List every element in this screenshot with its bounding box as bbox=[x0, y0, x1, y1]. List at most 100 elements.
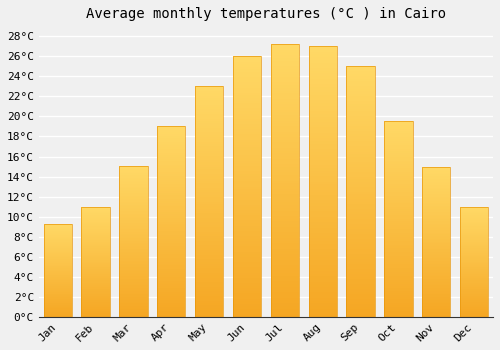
Bar bbox=[195, 236, 224, 238]
Bar bbox=[422, 192, 450, 194]
Bar bbox=[157, 229, 186, 231]
Bar bbox=[195, 292, 224, 294]
Bar bbox=[460, 225, 488, 226]
Bar bbox=[346, 144, 375, 147]
Bar bbox=[460, 256, 488, 257]
Bar bbox=[346, 141, 375, 144]
Bar bbox=[384, 315, 412, 317]
Bar bbox=[308, 57, 337, 60]
Bar bbox=[195, 238, 224, 241]
Bar bbox=[157, 246, 186, 248]
Bar bbox=[82, 297, 110, 298]
Bar bbox=[157, 228, 186, 229]
Bar bbox=[270, 222, 299, 224]
Bar bbox=[44, 247, 72, 248]
Bar bbox=[384, 287, 412, 289]
Bar bbox=[82, 292, 110, 293]
Bar bbox=[422, 248, 450, 249]
Bar bbox=[195, 241, 224, 243]
Bar bbox=[270, 50, 299, 52]
Bar bbox=[346, 237, 375, 239]
Bar bbox=[422, 219, 450, 220]
Bar bbox=[82, 311, 110, 313]
Bar bbox=[119, 303, 148, 305]
Bar bbox=[384, 239, 412, 240]
Bar bbox=[422, 204, 450, 205]
Bar bbox=[422, 184, 450, 186]
Bar bbox=[422, 169, 450, 171]
Bar bbox=[308, 190, 337, 193]
Bar bbox=[308, 301, 337, 303]
Bar bbox=[195, 183, 224, 186]
Bar bbox=[119, 170, 148, 172]
Bar bbox=[384, 266, 412, 268]
Bar bbox=[422, 227, 450, 228]
Bar bbox=[308, 222, 337, 225]
Bar bbox=[346, 79, 375, 82]
Bar bbox=[233, 56, 261, 317]
Bar bbox=[384, 274, 412, 276]
Bar bbox=[157, 144, 186, 146]
Bar bbox=[460, 253, 488, 254]
Bar bbox=[384, 223, 412, 225]
Bar bbox=[422, 308, 450, 309]
Bar bbox=[195, 261, 224, 264]
Bar bbox=[460, 290, 488, 292]
Bar bbox=[270, 251, 299, 254]
Bar bbox=[270, 300, 299, 303]
Bar bbox=[195, 266, 224, 268]
Bar bbox=[119, 299, 148, 300]
Bar bbox=[346, 287, 375, 289]
Bar bbox=[195, 215, 224, 218]
Bar bbox=[233, 304, 261, 306]
Bar bbox=[270, 249, 299, 251]
Bar bbox=[460, 286, 488, 287]
Bar bbox=[44, 246, 72, 247]
Bar bbox=[44, 274, 72, 275]
Bar bbox=[157, 180, 186, 182]
Bar bbox=[460, 251, 488, 252]
Bar bbox=[346, 312, 375, 314]
Bar bbox=[119, 297, 148, 299]
Bar bbox=[384, 309, 412, 311]
Bar bbox=[346, 66, 375, 69]
Bar bbox=[270, 77, 299, 80]
Bar bbox=[270, 102, 299, 104]
Bar bbox=[157, 282, 186, 285]
Bar bbox=[195, 204, 224, 206]
Bar bbox=[82, 206, 110, 208]
Bar bbox=[460, 293, 488, 294]
Bar bbox=[422, 215, 450, 216]
Bar bbox=[157, 138, 186, 140]
Bar bbox=[233, 312, 261, 314]
Bar bbox=[157, 220, 186, 222]
Bar bbox=[460, 277, 488, 278]
Bar bbox=[233, 228, 261, 231]
Bar bbox=[82, 231, 110, 232]
Bar bbox=[44, 249, 72, 250]
Bar bbox=[346, 217, 375, 219]
Bar bbox=[119, 172, 148, 173]
Bar bbox=[119, 193, 148, 194]
Bar bbox=[119, 181, 148, 182]
Bar bbox=[195, 257, 224, 259]
Bar bbox=[233, 187, 261, 189]
Bar bbox=[270, 312, 299, 314]
Bar bbox=[346, 66, 375, 317]
Bar bbox=[384, 254, 412, 256]
Bar bbox=[44, 224, 72, 225]
Bar bbox=[308, 138, 337, 141]
Bar bbox=[346, 219, 375, 222]
Bar bbox=[346, 234, 375, 237]
Bar bbox=[157, 147, 186, 149]
Bar bbox=[308, 71, 337, 74]
Bar bbox=[270, 276, 299, 279]
Bar bbox=[346, 109, 375, 111]
Bar bbox=[384, 225, 412, 227]
Bar bbox=[195, 146, 224, 149]
Bar bbox=[82, 223, 110, 224]
Bar bbox=[157, 197, 186, 199]
Bar bbox=[384, 289, 412, 292]
Bar bbox=[233, 192, 261, 194]
Bar bbox=[384, 159, 412, 161]
